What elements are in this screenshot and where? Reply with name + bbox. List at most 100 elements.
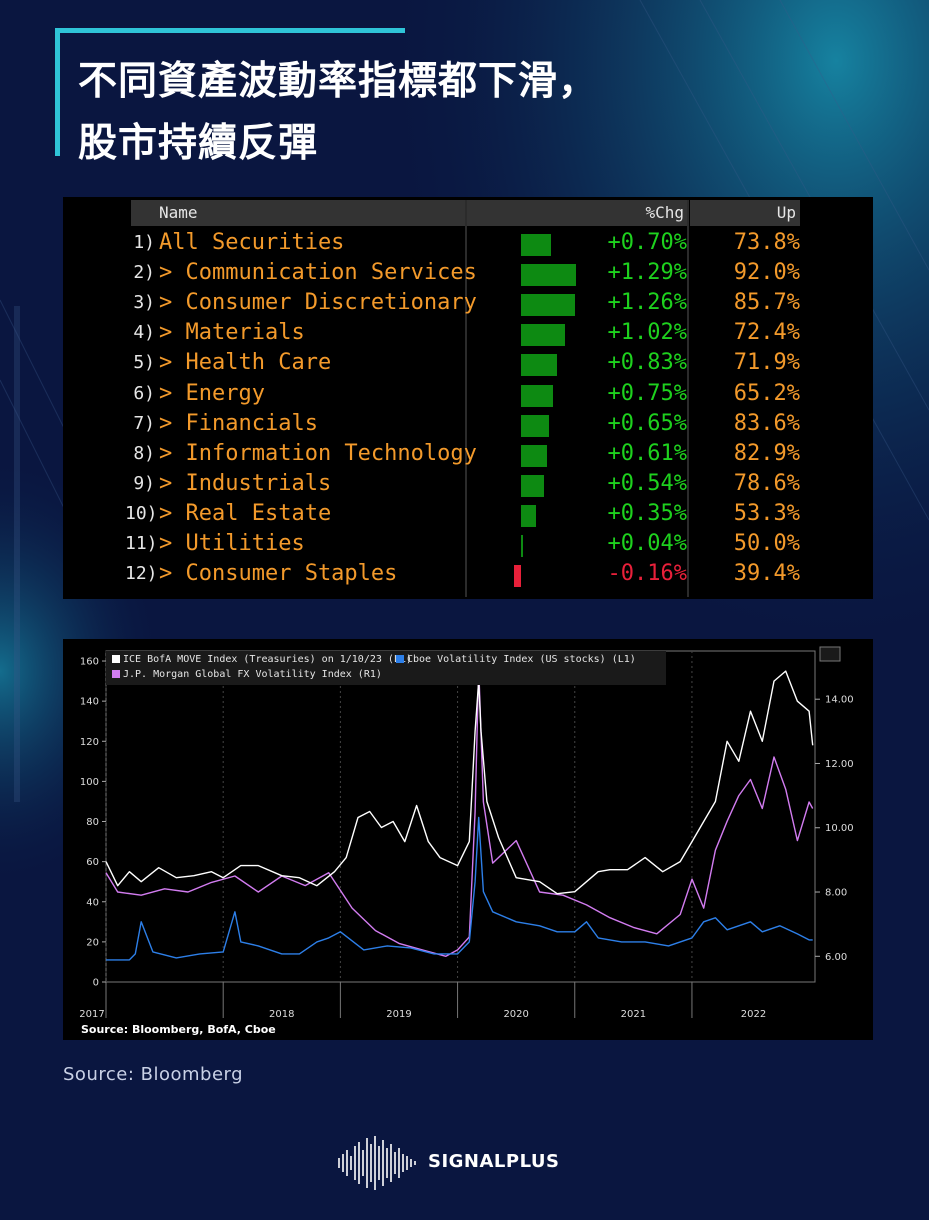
sector-name: > Industrials — [159, 470, 332, 496]
series-line-2 — [105, 666, 814, 957]
sector-name: > Energy — [159, 380, 265, 406]
y-left-tick-label: 60 — [86, 857, 99, 868]
sector-name: All Securities — [159, 230, 345, 255]
row-index: 8) — [133, 442, 155, 464]
x-tick-label: 2021 — [621, 1009, 646, 1020]
chg-bar — [513, 565, 521, 588]
chg-bar — [521, 294, 576, 317]
table-row: 12) > Consumer Staples -0.16% 39.4% — [63, 559, 873, 589]
table-row: 10) > Real Estate +0.35% 53.3% — [63, 499, 873, 529]
x-tick-label: 2019 — [386, 1009, 411, 1020]
y-left-tick-label: 100 — [80, 777, 99, 788]
chg-bar — [521, 535, 523, 557]
y-right-tick-label: 8.00 — [825, 888, 847, 899]
table-row: 7) > Financials +0.65% 83.6% — [63, 409, 873, 439]
chart-legend: ICE BofA MOVE Index (Treasuries) on 1/10… — [106, 651, 666, 685]
y-right-tick-label: 14.00 — [825, 695, 854, 706]
title-accent-bar — [55, 28, 405, 33]
row-index: 10) — [125, 502, 158, 524]
up-value: 92.0% — [733, 260, 800, 286]
y-left-tick-label: 0 — [93, 978, 99, 989]
up-value: 78.6% — [733, 470, 800, 496]
row-index: 6) — [133, 382, 155, 404]
table-row: 2) > Communication Services +1.29% 92.0% — [63, 258, 873, 288]
sector-name: > Health Care — [159, 350, 332, 376]
legend-swatch-vix — [396, 655, 404, 663]
chg-bar — [521, 444, 548, 467]
up-value: 71.9% — [733, 350, 800, 376]
plot-area — [105, 650, 816, 983]
chg-bar — [521, 384, 554, 407]
chg-value: -0.16% — [607, 561, 687, 587]
chg-bar — [521, 354, 557, 377]
chg-bar — [521, 474, 545, 497]
row-index: 5) — [133, 352, 155, 374]
volatility-chart-panel: 2017 2018 2019 2020 2021 2022 0 20 40 60 80 100 120 1… — [63, 639, 873, 1040]
sector-name: > Financials — [159, 410, 318, 436]
legend-swatch-move — [112, 655, 120, 663]
sector-name: > Consumer Discretionary — [159, 290, 477, 316]
up-value: 73.8% — [733, 230, 800, 255]
column-divider — [465, 200, 467, 597]
up-value: 82.9% — [733, 440, 800, 466]
legend-item-vix: Cboe Volatility Index (US stocks) (L1) — [396, 654, 636, 665]
row-index: 4) — [133, 322, 155, 344]
chart-options-icon — [819, 646, 841, 662]
up-value: 65.2% — [733, 380, 800, 406]
chg-value: +0.83% — [607, 350, 687, 376]
up-value: 50.0% — [733, 531, 800, 556]
row-index: 2) — [133, 262, 155, 284]
row-index: 9) — [133, 472, 155, 494]
y-right-tick-label: 6.00 — [825, 952, 847, 963]
sector-name: > Materials — [159, 320, 305, 346]
x-tick-label: 2018 — [269, 1009, 294, 1020]
sector-name: > Utilities — [159, 531, 305, 556]
y-left-tick-label: 120 — [80, 737, 99, 748]
legend-swatch-fx — [112, 670, 120, 678]
y-left-tick-label: 80 — [86, 817, 99, 828]
title-accent-side — [55, 28, 60, 156]
legend-label-vix: Cboe Volatility Index (US stocks) (L1) — [407, 654, 636, 665]
chg-value: +1.02% — [607, 320, 687, 346]
chg-bar — [521, 414, 549, 437]
chg-value: +0.75% — [607, 380, 687, 406]
sector-name: > Communication Services — [159, 260, 477, 286]
column-divider — [687, 200, 689, 597]
chg-value: +1.26% — [607, 290, 687, 316]
chart-source-label: Source: Bloomberg, BofA, Cboe — [81, 1023, 276, 1036]
up-column-header: Up — [776, 203, 796, 222]
chg-bar — [521, 324, 565, 347]
sector-table-panel: Name %Chg Up 1) All Securities +0.70% 73.8%… — [63, 197, 873, 599]
y-left-tick-label: 160 — [80, 657, 99, 668]
chg-header-cell: %Chg — [468, 200, 688, 226]
chg-value: +0.70% — [607, 230, 687, 255]
chg-value: +0.04% — [607, 531, 687, 556]
row-index: 1) — [133, 232, 155, 253]
table-row: 11) > Utilities +0.04% 50.0% — [63, 529, 873, 559]
chg-value: +0.65% — [607, 410, 687, 436]
x-tick-label: 2022 — [741, 1009, 766, 1020]
signalplus-logo-icon — [338, 1136, 416, 1190]
y-right-tick-label: 12.00 — [825, 759, 854, 770]
volatility-line-chart: 2017 2018 2019 2020 2021 2022 0 20 40 60 80 100 120 1… — [79, 646, 854, 1020]
chg-value: +0.35% — [607, 500, 687, 526]
row-index: 11) — [125, 533, 158, 554]
x-tick-label: 2020 — [503, 1009, 528, 1020]
up-value: 83.6% — [733, 410, 800, 436]
series-line-0 — [105, 670, 814, 895]
table-row: 4) > Materials +1.02% 72.4% — [63, 318, 873, 348]
legend-label-move: ICE BofA MOVE Index (Treasuries) on 1/10… — [123, 654, 412, 665]
up-value: 39.4% — [733, 561, 800, 587]
page-title-line-2: 股市持續反彈 — [78, 121, 319, 166]
legend-item-fx: J.P. Morgan Global FX Volatility Index (… — [112, 669, 382, 680]
chg-value: +0.61% — [607, 440, 687, 466]
y-left-tick-label: 40 — [86, 897, 99, 908]
chg-bar — [521, 264, 577, 287]
table-row: 3) > Consumer Discretionary +1.26% 85.7% — [63, 288, 873, 318]
sector-name: > Information Technology — [159, 440, 477, 466]
table-row: 5) > Health Care +0.83% 71.9% — [63, 348, 873, 378]
legend-item-move: ICE BofA MOVE Index (Treasuries) on 1/10… — [112, 654, 412, 665]
y-right-tick-label: 10.00 — [825, 823, 854, 834]
y-left-tick-label: 140 — [80, 697, 99, 708]
chg-bar — [521, 504, 537, 527]
